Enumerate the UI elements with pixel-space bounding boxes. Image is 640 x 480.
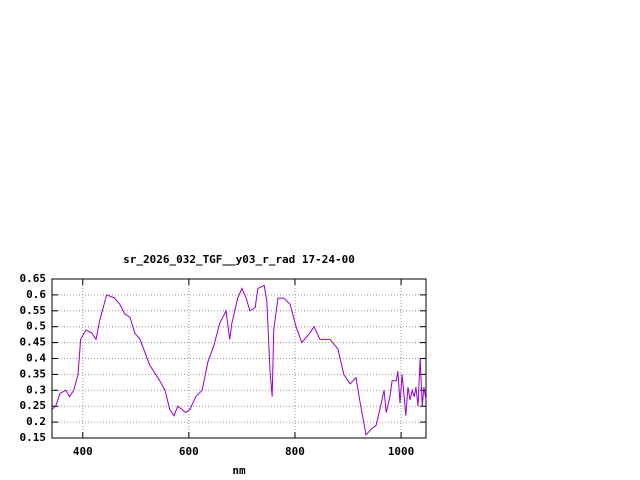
y-tick-label: 0.15 bbox=[20, 431, 47, 444]
y-tick-label: 0.25 bbox=[20, 399, 47, 412]
x-tick-label: 400 bbox=[73, 445, 93, 458]
y-tick-label: 0.45 bbox=[20, 336, 47, 349]
chart-title: sr_2026_032_TGF__y03_r_rad 17-24-00 bbox=[123, 253, 355, 266]
y-tick-label: 0.6 bbox=[26, 288, 46, 301]
x-tick-label: 800 bbox=[285, 445, 305, 458]
x-tick-label: 1000 bbox=[388, 445, 415, 458]
y-tick-label: 0.2 bbox=[26, 415, 46, 428]
y-tick-label: 0.3 bbox=[26, 383, 46, 396]
y-tick-label: 0.35 bbox=[20, 367, 47, 380]
plot-border bbox=[51, 278, 427, 439]
x-tick-label: 600 bbox=[179, 445, 199, 458]
y-tick-label: 0.55 bbox=[20, 304, 47, 317]
y-tick-label: 0.4 bbox=[26, 352, 46, 365]
x-axis-label: nm bbox=[232, 464, 246, 477]
y-tick-label: 0.5 bbox=[26, 320, 46, 333]
data-line bbox=[51, 284, 427, 436]
y-tick-label: 0.65 bbox=[20, 272, 47, 285]
